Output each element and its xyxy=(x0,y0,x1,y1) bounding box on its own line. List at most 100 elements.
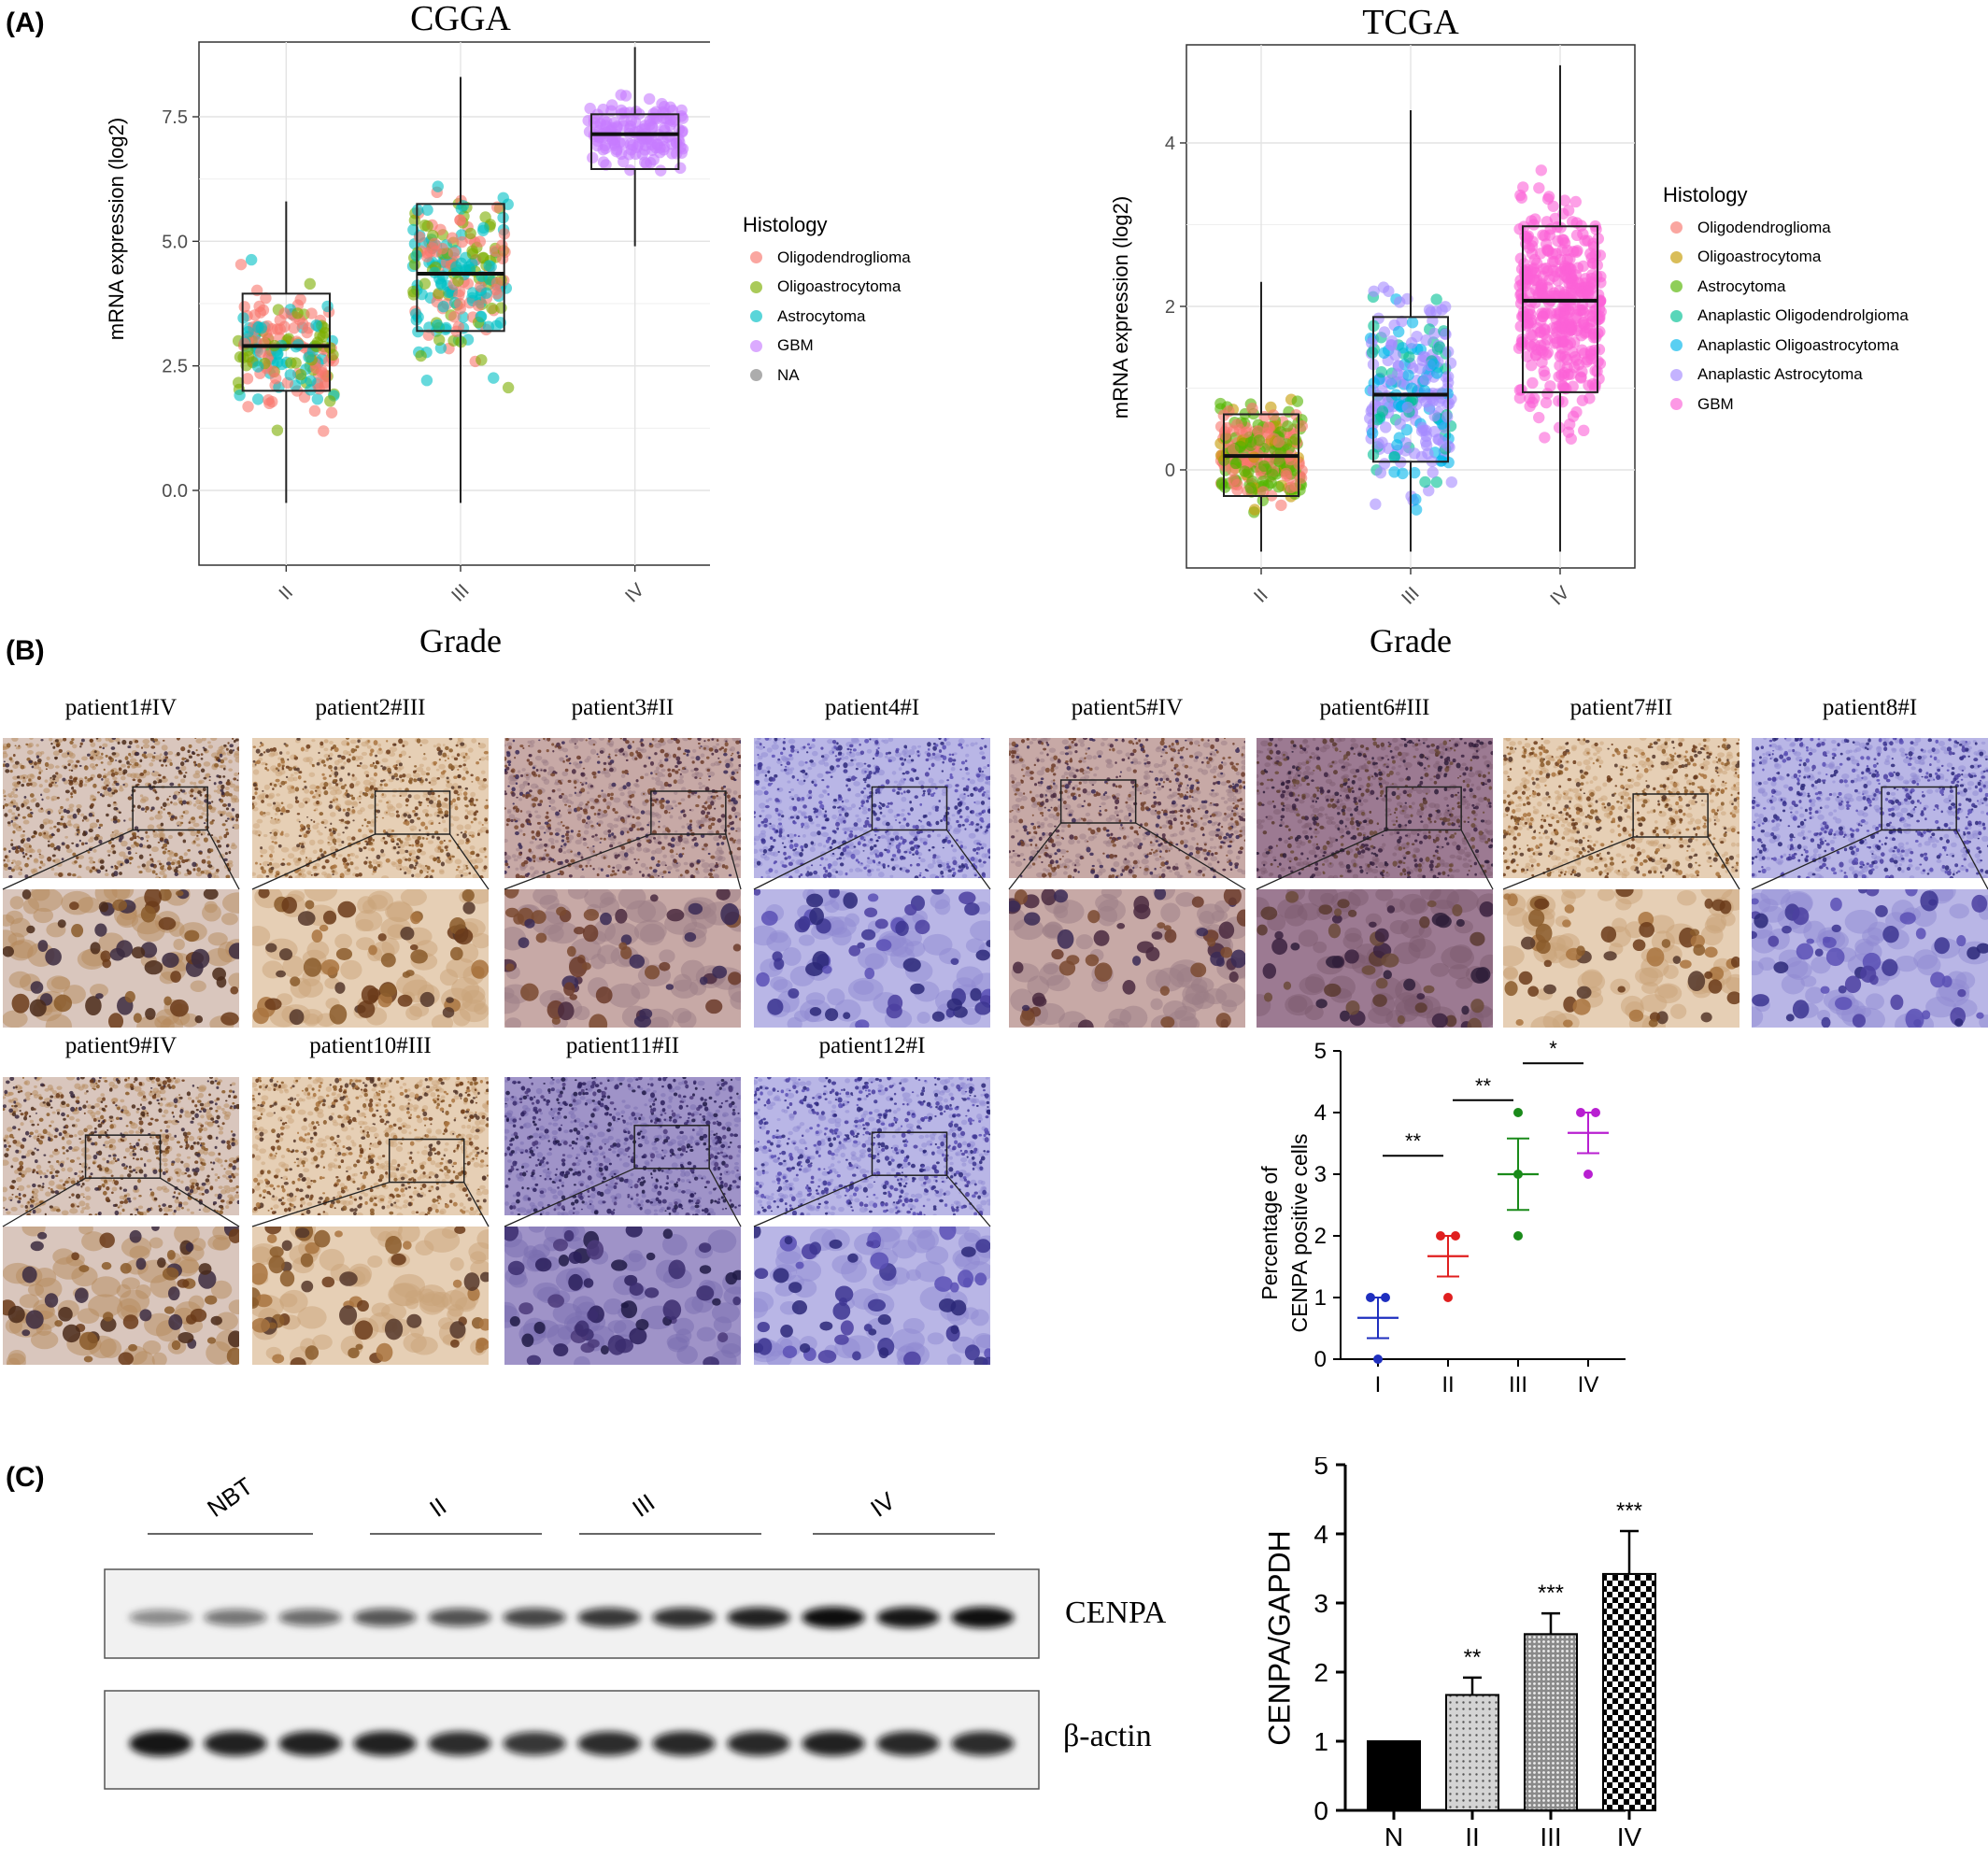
cell-nucleus xyxy=(305,801,308,804)
cell-halo xyxy=(207,745,214,749)
cell-nucleus xyxy=(58,812,62,815)
cell-nucleus xyxy=(106,803,111,808)
cell-nucleus xyxy=(416,816,421,820)
data-point xyxy=(1556,395,1569,408)
cell-nucleus xyxy=(645,799,649,803)
cell-nucleus xyxy=(335,947,353,960)
cell-nucleus xyxy=(263,751,266,754)
cell-halo xyxy=(657,835,661,840)
cell-nucleus xyxy=(151,755,156,759)
data-point xyxy=(1541,245,1554,257)
cell-halo xyxy=(219,853,225,858)
cell-nucleus xyxy=(485,818,488,822)
data-point xyxy=(324,395,336,407)
cell-nucleus xyxy=(414,864,418,867)
cell-nucleus xyxy=(158,889,172,901)
cell-nucleus xyxy=(436,858,441,864)
data-point xyxy=(1430,293,1442,305)
cell-halo xyxy=(707,796,711,800)
cell-nucleus xyxy=(658,740,660,743)
cell-halo xyxy=(337,758,344,763)
data-point xyxy=(1433,341,1446,353)
cell-nucleus xyxy=(402,773,406,778)
cell-nucleus xyxy=(609,844,614,848)
cell-halo xyxy=(456,824,464,830)
cell-nucleus xyxy=(447,757,450,760)
cell-nucleus xyxy=(531,830,535,834)
cell-halo xyxy=(312,824,320,830)
cell-halo xyxy=(190,781,193,785)
cell-halo xyxy=(467,747,474,753)
cell-halo xyxy=(180,778,186,784)
cell-nucleus xyxy=(258,834,261,837)
cell-halo xyxy=(332,785,340,792)
cell-nucleus xyxy=(175,766,180,770)
cell-nucleus xyxy=(465,770,469,774)
data-point xyxy=(1430,305,1442,318)
cell-nucleus xyxy=(264,998,282,1011)
cell-nucleus xyxy=(124,858,130,864)
data-point xyxy=(1587,237,1599,249)
cell-nucleus xyxy=(29,855,33,858)
cell-nucleus xyxy=(428,781,432,784)
cell-nucleus xyxy=(151,860,154,862)
cell-halo xyxy=(292,857,299,863)
cell-nucleus xyxy=(475,810,479,814)
cell-nucleus xyxy=(689,862,695,868)
cell-nucleus xyxy=(528,848,532,853)
cell-halo xyxy=(270,751,276,757)
cell-nucleus xyxy=(140,807,145,811)
data-point xyxy=(1533,411,1545,424)
data-point xyxy=(1419,475,1431,489)
cell-halo xyxy=(206,741,211,745)
cell-halo xyxy=(76,804,82,809)
cell-halo xyxy=(323,739,329,744)
cell-nucleus xyxy=(660,845,666,850)
cell-nucleus xyxy=(220,784,225,789)
tcga-legend-item: Anaplastic Oligodendrolgioma xyxy=(1663,302,1909,332)
cell-nucleus xyxy=(654,752,658,756)
cell-halo xyxy=(690,769,695,773)
cell-nucleus xyxy=(65,809,70,815)
cell-nucleus xyxy=(693,842,699,847)
cell-halo xyxy=(284,832,290,838)
data-point xyxy=(643,92,656,106)
cell-nucleus xyxy=(174,868,178,873)
cell-halo xyxy=(472,932,489,949)
cell-nucleus xyxy=(102,774,107,779)
cell-nucleus xyxy=(350,747,356,754)
cell-nucleus xyxy=(707,739,711,742)
legend-swatch xyxy=(1670,309,1683,322)
cell-nucleus xyxy=(334,766,338,771)
cell-nucleus xyxy=(667,871,671,874)
cell-nucleus xyxy=(688,738,692,741)
cell-nucleus xyxy=(224,790,230,797)
data-point xyxy=(1402,369,1414,381)
cell-nucleus xyxy=(119,872,122,875)
cell-halo xyxy=(572,761,578,766)
cell-nucleus xyxy=(203,776,207,780)
cell-nucleus xyxy=(311,929,323,943)
legend-label: Anaplastic Astrocytoma xyxy=(1697,365,1863,384)
cell-nucleus xyxy=(351,809,356,814)
cell-nucleus xyxy=(163,843,168,848)
cell-nucleus xyxy=(95,818,100,823)
cell-halo xyxy=(68,823,73,827)
cell-nucleus xyxy=(537,749,542,754)
cell-halo xyxy=(397,848,406,855)
data-point xyxy=(1239,465,1251,477)
cell-nucleus xyxy=(465,867,469,870)
cell-nucleus xyxy=(411,873,415,878)
cell-nucleus xyxy=(277,818,280,821)
cell-halo xyxy=(287,776,295,782)
cell-nucleus xyxy=(332,873,334,876)
cell-nucleus xyxy=(287,758,290,761)
cell-nucleus xyxy=(163,808,165,811)
cell-nucleus xyxy=(419,991,435,1008)
cell-halo xyxy=(405,870,412,874)
cell-halo xyxy=(316,830,320,833)
cell-nucleus xyxy=(327,841,330,844)
cell-halo xyxy=(391,861,398,868)
cell-nucleus xyxy=(448,738,453,741)
cell-nucleus xyxy=(610,792,614,797)
